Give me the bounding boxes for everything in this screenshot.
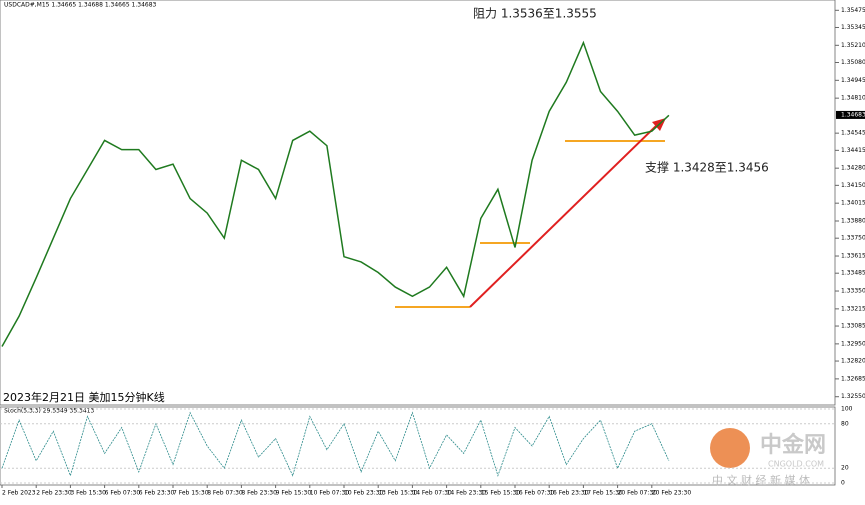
x-tick-label: 6 Feb 23:30 xyxy=(139,490,175,497)
resistance-note: 阻力 1.3536至1.3555 xyxy=(473,7,597,21)
y-tick-label: 1.35210 xyxy=(841,42,865,49)
stoch-tick-label: 0 xyxy=(841,480,845,487)
trend-line xyxy=(469,123,659,308)
y-tick-label: 1.32685 xyxy=(841,375,865,382)
caption: 2023年2月21日 美加15分钟K线 xyxy=(3,390,165,404)
x-tick-label: 16 Feb 07:30 xyxy=(515,490,555,497)
symbol-info: USDCAD#,M15 1.34665 1.34688 1.34665 1.34… xyxy=(4,2,157,9)
x-tick-label: 8 Feb 23:30 xyxy=(241,490,277,497)
x-tick-label: 2 Feb 23:30 xyxy=(36,490,72,497)
x-tick-label: 20 Feb 07:30 xyxy=(618,490,658,497)
y-tick-label: 1.33880 xyxy=(841,218,865,225)
y-tick-label: 1.32550 xyxy=(841,393,865,400)
support-note: 支撑 1.3428至1.3456 xyxy=(645,160,769,175)
stoch-tick-label: 20 xyxy=(841,465,849,472)
y-tick-label: 1.34415 xyxy=(841,147,865,154)
x-tick-label: 9 Feb 15:30 xyxy=(276,490,312,497)
x-tick-label: 3 Feb 15:30 xyxy=(70,490,106,497)
y-tick-label: 1.33750 xyxy=(841,235,865,242)
x-tick-label: 20 Feb 23:30 xyxy=(652,490,692,497)
stoch-label: Stoch(5,3,3) 29.5349 35.3413 xyxy=(4,408,95,415)
y-tick-label: 1.33215 xyxy=(841,305,865,312)
x-tick-label: 7 Feb 15:30 xyxy=(173,490,209,497)
y-tick-label: 1.35080 xyxy=(841,59,865,66)
stoch-line xyxy=(1,411,670,477)
y-tick-label: 1.34015 xyxy=(841,200,865,207)
y-tick-label: 1.33085 xyxy=(841,323,865,330)
y-tick-label: 1.34545 xyxy=(841,130,865,137)
watermark-brand: 中金网 xyxy=(760,432,826,458)
current-price-marker xyxy=(836,110,865,119)
logo xyxy=(710,428,750,468)
y-tick-label: 1.34150 xyxy=(841,182,865,189)
y-tick-label: 1.34280 xyxy=(841,165,865,172)
x-tick-label: 2 Feb 2023 xyxy=(2,490,36,497)
x-tick-label: 16 Feb 23:30 xyxy=(549,490,589,497)
x-tick-label: 10 Feb 07:30 xyxy=(310,490,350,497)
x-tick-label: 13 Feb 15:30 xyxy=(378,490,418,497)
y-tick-label: 1.32820 xyxy=(841,358,865,365)
stoch-panel xyxy=(0,406,836,486)
y-tick-label: 1.35345 xyxy=(841,24,865,31)
stoch-tick-label: 80 xyxy=(841,420,849,427)
x-tick-label: 10 Feb 23:30 xyxy=(344,490,384,497)
y-tick-label: 1.33615 xyxy=(841,253,865,260)
x-tick-label: 6 Feb 07:30 xyxy=(105,490,141,497)
x-tick-label: 15 Feb 15:30 xyxy=(481,490,521,497)
watermark-slogan: 中 文 财 经 新 媒 体 xyxy=(712,473,810,487)
x-tick-label: 8 Feb 07:30 xyxy=(207,490,243,497)
x-tick-label: 14 Feb 07:30 xyxy=(412,490,452,497)
main-panel xyxy=(0,0,836,406)
watermark-site: CNGOLD.COM xyxy=(768,460,824,469)
stoch-tick-label: 100 xyxy=(841,406,853,413)
y-tick-label: 1.34945 xyxy=(841,77,865,84)
y-tick-label: 1.35475 xyxy=(841,7,865,14)
y-tick-label: 1.33485 xyxy=(841,270,865,277)
current-price-label: 1.34683 xyxy=(841,111,865,118)
x-tick-label: 14 Feb 23:30 xyxy=(447,490,487,497)
y-tick-label: 1.32950 xyxy=(841,340,865,347)
x-tick-label: 17 Feb 15:30 xyxy=(583,490,623,497)
price-line xyxy=(1,40,670,347)
y-tick-label: 1.34810 xyxy=(841,95,865,102)
y-tick-label: 1.33350 xyxy=(841,288,865,295)
